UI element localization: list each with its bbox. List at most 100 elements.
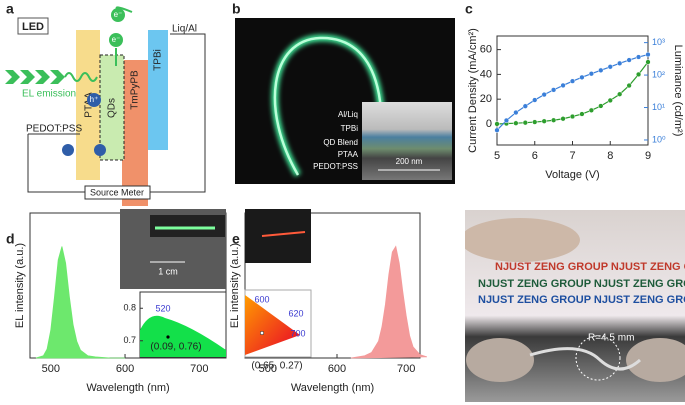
x-tick-label: 7 bbox=[569, 150, 575, 162]
marker bbox=[513, 109, 519, 116]
marker bbox=[550, 117, 557, 123]
led-label: LED bbox=[22, 21, 44, 33]
spectrum bbox=[350, 245, 428, 359]
text-row: NJUST ZENG GROUP NJUST ZENG GROUP bbox=[478, 294, 685, 306]
point-label: (0.09, 0.76) bbox=[150, 342, 201, 353]
bend-circle bbox=[575, 335, 621, 381]
panel-label: a bbox=[6, 1, 14, 17]
panel-label: c bbox=[465, 1, 473, 17]
tem-image bbox=[362, 102, 452, 180]
glow-fiber bbox=[261, 231, 306, 237]
emission-label: EL emission bbox=[22, 89, 76, 100]
cie-region bbox=[245, 295, 300, 355]
text-row: NJUST ZENG GROUP NJUST ZENG GROUP bbox=[495, 261, 685, 273]
y-tick-label: 40 bbox=[480, 68, 492, 80]
marker bbox=[494, 127, 500, 133]
marker bbox=[588, 107, 595, 113]
inset-photo-detail bbox=[150, 215, 225, 237]
marker bbox=[598, 103, 604, 109]
electron bbox=[111, 8, 125, 22]
locus-label: 520 bbox=[155, 303, 170, 313]
finger bbox=[466, 338, 534, 382]
meter-label: Source Meter bbox=[90, 187, 144, 197]
hole bbox=[62, 144, 74, 156]
layer bbox=[99, 54, 125, 161]
marker bbox=[626, 57, 632, 63]
scale-label: 200 nm bbox=[396, 157, 423, 166]
marker bbox=[503, 117, 510, 124]
electron-label: e⁻ bbox=[112, 35, 121, 44]
locus-label: 620 bbox=[288, 308, 303, 318]
marker bbox=[617, 60, 623, 66]
layer-label: QD Blend bbox=[323, 138, 358, 147]
inset-photo bbox=[245, 209, 311, 263]
layer-label: PEDOT:PSS bbox=[313, 162, 358, 171]
point-label: (0.65, 0.27) bbox=[251, 361, 302, 372]
marker bbox=[522, 120, 528, 126]
marker bbox=[579, 74, 585, 81]
locus-label: 700 bbox=[290, 328, 305, 338]
x-tick-label: 500 bbox=[42, 363, 60, 375]
marker bbox=[560, 116, 566, 122]
wave bbox=[64, 72, 98, 82]
y2-axis-label: Luminance (cd/m²) bbox=[672, 45, 684, 137]
marker bbox=[522, 103, 528, 109]
y2-tick-label: 10² bbox=[652, 69, 665, 79]
electron-label: e⁻ bbox=[114, 10, 123, 19]
x-tick-label: 600 bbox=[116, 363, 134, 375]
finger bbox=[465, 218, 580, 262]
inset-tick-label: 0.8 bbox=[123, 303, 136, 313]
inset-tick-label: 0.7 bbox=[123, 335, 136, 345]
cie-locus bbox=[140, 315, 226, 357]
marker bbox=[550, 87, 557, 93]
hole bbox=[87, 93, 101, 107]
anode-label: PEDOT:PSS bbox=[26, 124, 82, 135]
y-tick-label: 20 bbox=[480, 93, 492, 105]
y-axis-label: EL intensity (a.u.) bbox=[229, 243, 241, 328]
y-axis-label: EL intensity (a.u.) bbox=[14, 243, 26, 328]
device-photo: 200 nm Al/Liq TPBi QD Blend PTAA PEDOT:P… bbox=[235, 18, 455, 184]
x-tick-label: 6 bbox=[532, 150, 538, 162]
text-row: NJUST ZENG GROUP NJUST ZENG GROUP bbox=[478, 278, 685, 290]
panel-label: d bbox=[6, 231, 15, 247]
x-tick-label: 700 bbox=[397, 363, 415, 375]
marker bbox=[541, 91, 547, 98]
x-axis-label: Wavelength (nm) bbox=[291, 382, 374, 394]
fiber bbox=[529, 347, 642, 371]
y-tick-label: 60 bbox=[480, 44, 492, 56]
y-axis-label: Current Density (mA/cm²) bbox=[467, 28, 479, 153]
y2-tick-label: 10³ bbox=[652, 37, 665, 47]
marker bbox=[607, 64, 613, 70]
y2-tick-label: 10⁰ bbox=[652, 134, 666, 144]
layer-label: TPBi bbox=[153, 49, 164, 71]
y2-tick-label: 10¹ bbox=[652, 102, 665, 112]
x-tick-label: 8 bbox=[607, 150, 613, 162]
x-tick-label: 5 bbox=[494, 150, 500, 162]
arrow bbox=[115, 6, 133, 66]
spectrum bbox=[35, 246, 126, 359]
plot-frame bbox=[496, 35, 649, 146]
marker bbox=[532, 119, 538, 125]
marker bbox=[569, 78, 576, 84]
marker bbox=[598, 67, 604, 73]
panel-label: b bbox=[232, 1, 241, 17]
marker bbox=[560, 82, 566, 89]
x-axis-label: Voltage (V) bbox=[545, 169, 599, 181]
wire bbox=[27, 33, 206, 193]
y-tick-label: 0 bbox=[486, 118, 492, 130]
marker bbox=[579, 111, 585, 117]
marker bbox=[635, 54, 642, 60]
finger bbox=[626, 338, 685, 382]
layer-label: TPBi bbox=[341, 124, 359, 133]
panel-label: e bbox=[232, 231, 240, 247]
locus-label: 600 bbox=[254, 294, 269, 304]
marker bbox=[645, 51, 651, 58]
radius-label: R=4.5 mm bbox=[588, 333, 634, 344]
hole-label: h⁺ bbox=[90, 95, 99, 104]
marker bbox=[532, 97, 538, 103]
bend-photo: NJUST ZENG GROUP NJUST ZENG GROUP NJUST … bbox=[465, 210, 685, 402]
x-tick-label: 700 bbox=[190, 363, 208, 375]
marker bbox=[569, 113, 576, 120]
x-axis-label: Wavelength (nm) bbox=[86, 382, 169, 394]
